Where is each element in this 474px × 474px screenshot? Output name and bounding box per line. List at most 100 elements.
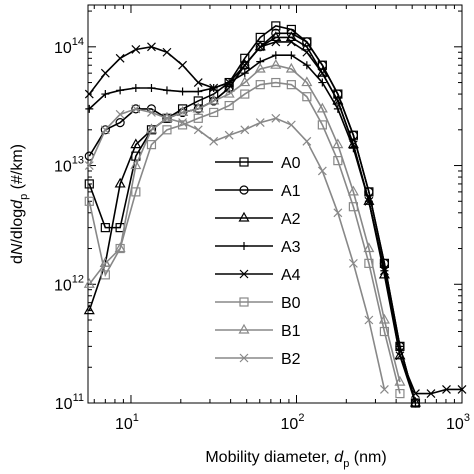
marker (271, 77, 281, 88)
marker (302, 47, 312, 57)
x-tick-label: 103 (446, 412, 470, 433)
y-axis-label: dN/dlogdp (#/km) (9, 144, 30, 264)
legend-label: A3 (281, 239, 301, 256)
marker (116, 86, 125, 95)
marker (271, 37, 281, 47)
marker (240, 69, 249, 78)
marker (332, 138, 344, 149)
marker (131, 83, 140, 92)
marker (271, 21, 281, 31)
marker (364, 315, 374, 325)
series-line (88, 81, 401, 394)
marker (286, 80, 296, 90)
marker (378, 313, 390, 324)
marker (193, 125, 203, 135)
marker (147, 83, 156, 92)
marker (302, 92, 312, 102)
marker (317, 166, 327, 176)
marker (178, 60, 187, 70)
marker (301, 40, 313, 51)
y-tick-exponent: 14 (72, 36, 84, 48)
marker (194, 87, 203, 96)
series-line (88, 64, 401, 383)
marker (254, 62, 266, 73)
x-tick-label: 101 (115, 412, 139, 433)
marker (238, 323, 250, 334)
marker (162, 125, 172, 135)
marker (178, 118, 187, 128)
marker (193, 113, 203, 123)
marker (333, 96, 343, 106)
marker (100, 125, 110, 135)
y-tick-exponent: 13 (72, 155, 84, 167)
marker (286, 120, 296, 130)
marker (287, 51, 296, 60)
marker (84, 179, 94, 189)
marker (379, 385, 389, 394)
marker (131, 187, 141, 197)
marker (223, 81, 235, 92)
legend-label: B2 (281, 351, 301, 368)
x-tick-base: 10 (446, 416, 464, 433)
marker (316, 66, 328, 77)
marker (271, 113, 281, 123)
legend-label: A4 (281, 267, 301, 284)
marker (240, 60, 250, 70)
marker (239, 58, 251, 69)
marker (240, 242, 248, 250)
x-tick-base: 10 (115, 416, 133, 433)
marker (239, 157, 249, 167)
marker (84, 161, 94, 170)
marker (239, 269, 249, 279)
marker (255, 42, 265, 52)
y-tick-label: 1011 (55, 392, 84, 413)
marker (100, 68, 110, 78)
marker (209, 83, 219, 93)
marker (83, 278, 95, 288)
marker (285, 31, 297, 42)
marker (364, 196, 374, 206)
marker (239, 353, 249, 363)
marker (317, 120, 327, 130)
x-tick-exponent: 2 (298, 412, 304, 424)
marker (115, 117, 125, 128)
marker (379, 266, 389, 276)
marker (131, 104, 141, 114)
marker (224, 130, 234, 140)
y-tick-label: 1013 (54, 155, 84, 176)
y-tick-base: 10 (54, 159, 72, 176)
legend-label: A1 (281, 183, 301, 200)
marker (395, 342, 404, 351)
marker (178, 87, 187, 96)
marker (85, 104, 94, 113)
marker (84, 196, 94, 206)
marker (162, 47, 172, 57)
marker (316, 102, 328, 113)
marker (240, 89, 250, 99)
marker (101, 90, 110, 99)
marker (378, 268, 390, 279)
marker (270, 31, 282, 42)
x-tick-exponent: 3 (464, 412, 470, 424)
marker (239, 185, 249, 195)
marker (177, 106, 189, 117)
marker (130, 159, 142, 170)
marker (223, 87, 235, 98)
marker (99, 257, 111, 267)
marker (209, 107, 219, 118)
marker (131, 104, 141, 114)
series-line (88, 108, 386, 390)
marker (146, 140, 157, 150)
y-tick-base: 10 (54, 277, 72, 294)
marker (208, 94, 220, 105)
x-tick-exponent: 1 (133, 412, 139, 424)
marker (224, 100, 234, 111)
x-tick-label: 102 (281, 412, 305, 433)
x-tick-base: 10 (281, 416, 299, 433)
marker (255, 80, 265, 90)
marker (84, 89, 94, 99)
marker (457, 385, 467, 394)
marker (114, 242, 126, 253)
marker (147, 42, 156, 52)
